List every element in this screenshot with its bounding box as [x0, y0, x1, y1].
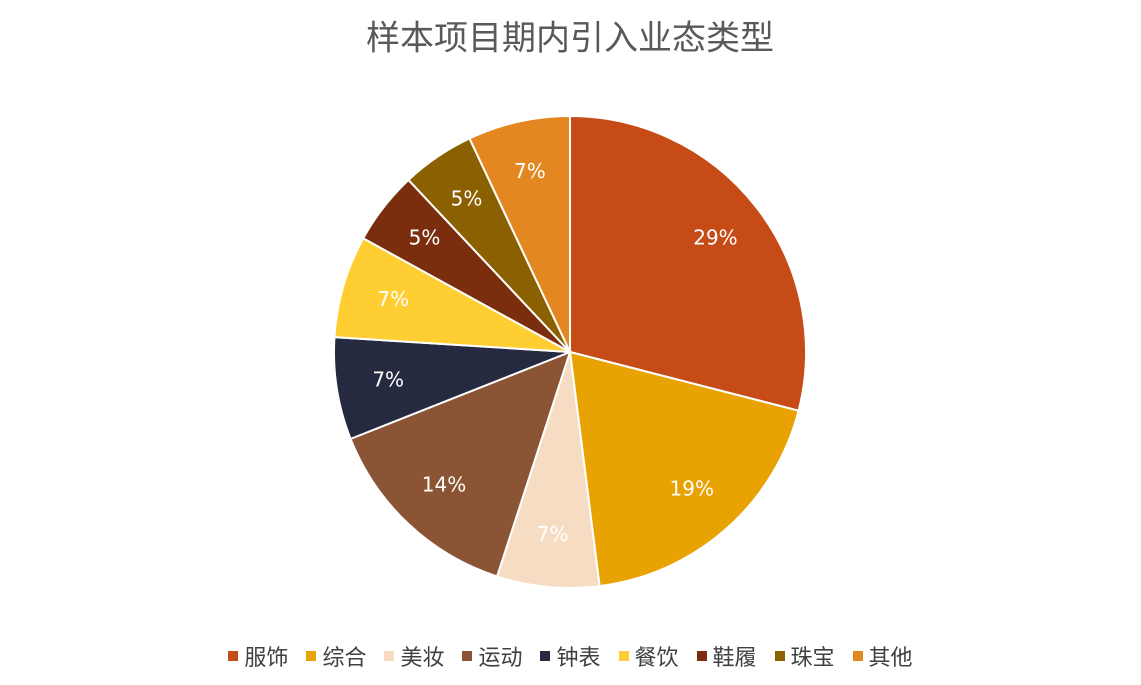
legend-label: 美妆 [400, 646, 445, 671]
legend-swatch [540, 651, 551, 661]
legend-label: 钟表 [556, 646, 601, 671]
data-label: 19% [670, 477, 714, 501]
legend-label: 鞋履 [712, 646, 757, 671]
legend-item: 鞋履 [696, 640, 757, 672]
pie-slice [495, 351, 601, 589]
legend: 服饰 综合 美妆 运动 钟表 餐饮 鞋履 珠宝 其他 [0, 640, 1141, 672]
pie-slice [568, 350, 800, 588]
data-label: 7% [372, 367, 404, 391]
legend-item: 其他 [852, 640, 913, 672]
data-label: 7% [537, 522, 569, 546]
data-label: 5% [409, 226, 441, 250]
legend-label: 餐饮 [634, 646, 679, 671]
pie-slice [333, 336, 571, 441]
pie-slice [468, 114, 571, 353]
legend-label: 服饰 [244, 646, 289, 671]
legend-label: 珠宝 [790, 646, 835, 671]
legend-label: 运动 [478, 646, 523, 671]
legend-swatch [852, 651, 863, 661]
data-label: 29% [693, 226, 737, 250]
legend-item: 餐饮 [618, 640, 679, 672]
data-label: 14% [422, 473, 466, 497]
legend-item: 美妆 [384, 640, 444, 672]
legend-item: 钟表 [540, 640, 601, 672]
chart-title: 样本项目期内引入业态类型 [366, 19, 774, 59]
legend-swatch [228, 651, 239, 661]
legend-swatch [462, 651, 473, 661]
legend-swatch [306, 651, 317, 661]
pie-slice [333, 236, 571, 353]
legend-swatch [384, 651, 395, 661]
data-label: 7% [377, 287, 409, 311]
legend-item: 服饰 [228, 640, 288, 672]
data-label: 5% [451, 186, 483, 210]
data-label: 7% [514, 159, 546, 183]
legend-label: 其他 [868, 646, 913, 671]
legend-swatch [618, 651, 629, 661]
pie-slice [349, 350, 572, 578]
legend-swatch [774, 651, 785, 661]
legend-item: 综合 [306, 640, 366, 672]
pie-slice [569, 114, 807, 412]
legend-item: 珠宝 [774, 640, 835, 672]
legend-swatch [696, 651, 707, 661]
legend-item: 运动 [462, 640, 522, 672]
legend-label: 综合 [322, 646, 367, 671]
